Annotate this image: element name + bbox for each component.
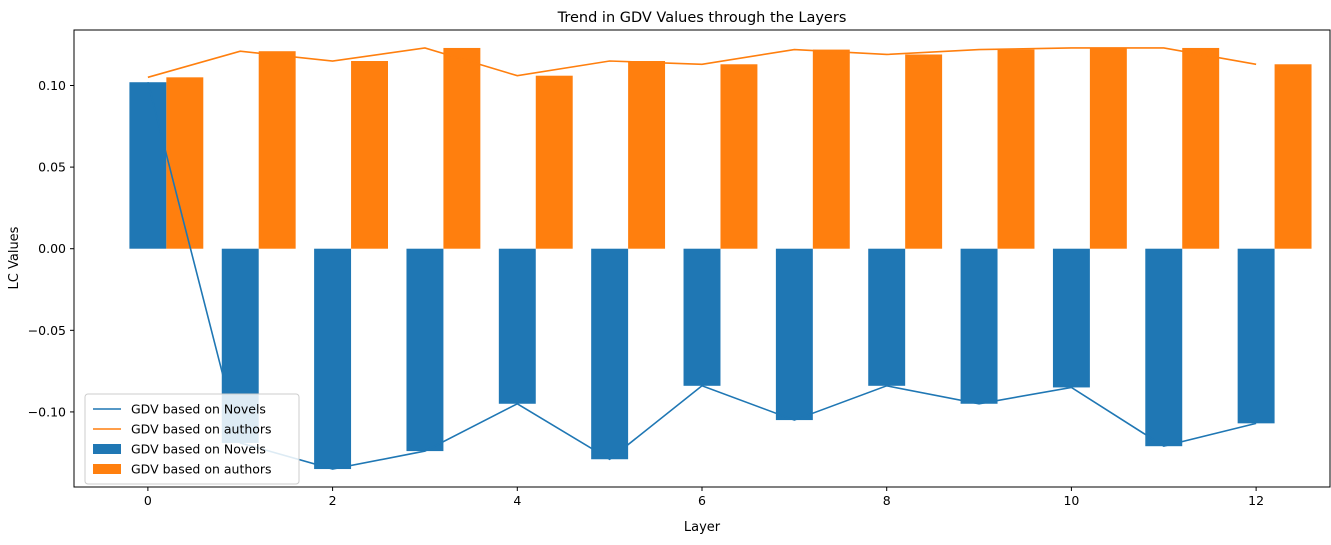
y-tick-label: 0.05 xyxy=(38,160,66,175)
x-tick-label: 10 xyxy=(1063,493,1079,508)
line-authors xyxy=(147,47,1257,79)
bar-novels xyxy=(591,248,629,460)
legend-label: GDV based on authors xyxy=(131,462,272,477)
bar-authors xyxy=(443,47,481,249)
bar-novels xyxy=(406,248,444,452)
legend-box xyxy=(84,393,300,485)
bar-authors xyxy=(1089,47,1127,249)
legend-label: GDV based on authors xyxy=(131,422,272,437)
plot-lines xyxy=(147,47,1257,470)
bar-novels xyxy=(775,248,813,421)
x-axis-label: Layer xyxy=(684,520,721,535)
bar-novels xyxy=(960,248,998,404)
bar-authors xyxy=(1274,64,1312,249)
bar-novels xyxy=(1237,248,1275,424)
bar-authors xyxy=(905,54,943,249)
y-axis-ticks: −0.10 −0.05 0.00 0.05 0.10 xyxy=(28,78,74,419)
bar-authors xyxy=(628,61,666,249)
plot-bars xyxy=(129,47,1312,470)
x-axis-ticks: 0 2 4 6 8 10 12 xyxy=(144,487,1264,508)
y-tick-label: −0.10 xyxy=(28,404,66,419)
x-tick-label: 12 xyxy=(1248,493,1264,508)
x-tick-label: 6 xyxy=(698,493,706,508)
y-axis-label: LC Values xyxy=(7,226,22,289)
bar-authors xyxy=(812,49,850,249)
bar-novels xyxy=(868,248,906,386)
chart-title: Trend in GDV Values through the Layers xyxy=(557,10,847,26)
legend-label: GDV based on Novels xyxy=(131,442,266,457)
x-tick-label: 4 xyxy=(513,493,521,508)
line-novels xyxy=(147,82,1257,470)
bar-novels xyxy=(129,82,167,249)
bar-authors xyxy=(166,77,204,249)
bar-authors xyxy=(535,75,573,249)
x-tick-label: 2 xyxy=(329,493,337,508)
x-tick-label: 0 xyxy=(144,493,152,508)
legend: GDV based on Novels GDV based on authors G… xyxy=(84,393,300,485)
legend-bar-swatch xyxy=(93,464,121,474)
y-tick-label: 0.10 xyxy=(38,78,66,93)
x-tick-label: 8 xyxy=(883,493,891,508)
bar-authors xyxy=(351,61,388,249)
bar-novels xyxy=(314,248,352,470)
bar-novels xyxy=(498,248,536,404)
bar-authors xyxy=(720,64,758,249)
bar-authors xyxy=(258,51,296,249)
y-tick-label: 0.00 xyxy=(38,241,66,256)
y-tick-label: −0.05 xyxy=(28,323,66,338)
bar-novels xyxy=(1052,248,1090,388)
bar-authors xyxy=(1182,47,1220,249)
bar-novels xyxy=(683,248,721,386)
legend-label: GDV based on Novels xyxy=(131,402,266,417)
legend-bar-swatch xyxy=(93,444,121,454)
bar-authors xyxy=(997,49,1035,249)
bar-novels xyxy=(1145,248,1183,447)
